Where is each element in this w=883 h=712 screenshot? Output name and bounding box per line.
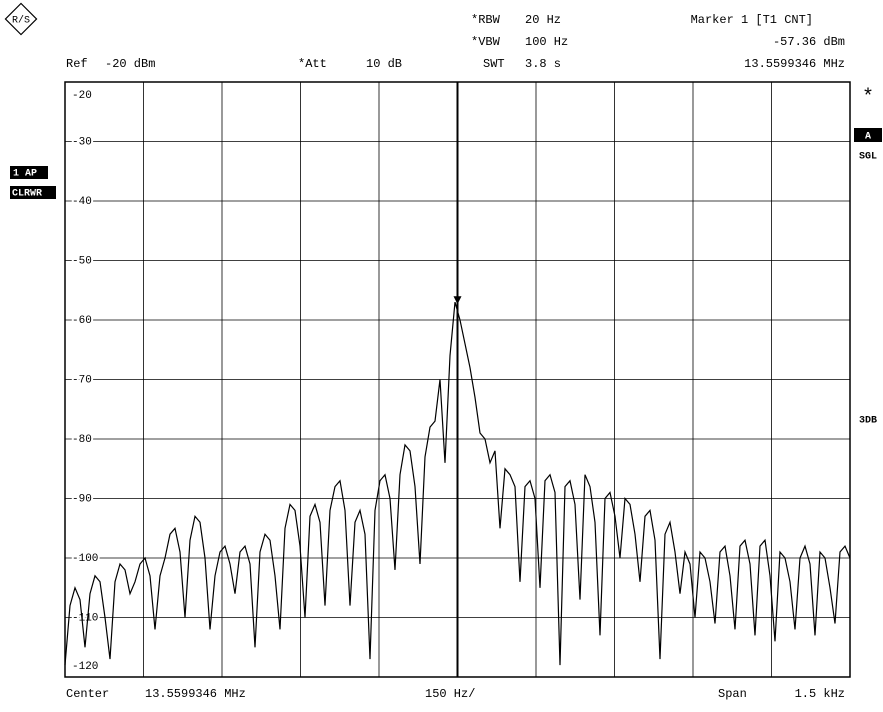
ref-label: Ref <box>66 57 88 71</box>
trace-box <box>10 166 48 179</box>
vbw: 100 Hz <box>525 35 568 49</box>
y-tick-label: -70 <box>72 374 92 386</box>
y-tick-label: -60 <box>72 315 92 327</box>
swt-label: SWT <box>483 57 505 71</box>
y-tick-label: -120 <box>72 661 98 673</box>
rbw-label: *RBW <box>471 13 501 27</box>
frame <box>64 81 851 678</box>
center-label: Center <box>66 687 109 701</box>
star: * <box>862 86 874 109</box>
y-tick-label: -100 <box>72 553 98 565</box>
sweep-label: SGL <box>859 152 877 163</box>
logo: R/S <box>4 2 38 36</box>
y-tick-label: -30 <box>72 136 92 148</box>
y-tick-label: -90 <box>72 493 92 505</box>
span-label: Span <box>718 687 747 701</box>
marker-title: Marker 1 [T1 CNT] <box>691 13 813 27</box>
plot: -20 -30 -40 -50 -60 -70 -80 -90 -100 -110 -120 <box>64 81 851 678</box>
mode-label: CLRWR <box>12 189 42 200</box>
marker-freq: 13.5599346 MHz <box>744 57 845 71</box>
swt: 3.8 s <box>525 57 561 71</box>
marker <box>453 296 462 305</box>
svg-text:R/S: R/S <box>12 15 30 27</box>
screen-label: A <box>865 132 871 143</box>
y-tick-label: -20 <box>72 90 92 102</box>
y-tick-label: -40 <box>72 196 92 208</box>
per-div: 150 Hz/ <box>425 687 475 701</box>
trace-label: 1 AP <box>13 169 37 180</box>
vbw-label: *VBW <box>471 35 501 49</box>
rbw: 20 Hz <box>525 13 561 27</box>
span: 1.5 kHz <box>795 687 845 701</box>
y-tick-label: -80 <box>72 434 92 446</box>
y-tick-label: -50 <box>72 255 92 267</box>
y-tick-label: -110 <box>72 612 98 624</box>
att-label: *Att <box>298 57 327 71</box>
att: 10 dB <box>366 57 402 71</box>
mode-box <box>10 186 56 199</box>
note-label: 3DB <box>859 416 877 427</box>
marker-level: -57.36 dBm <box>773 35 845 49</box>
trace <box>64 301 851 666</box>
center: 13.5599346 MHz <box>145 687 246 701</box>
screen-box <box>854 128 882 142</box>
ref: -20 dBm <box>105 57 155 71</box>
